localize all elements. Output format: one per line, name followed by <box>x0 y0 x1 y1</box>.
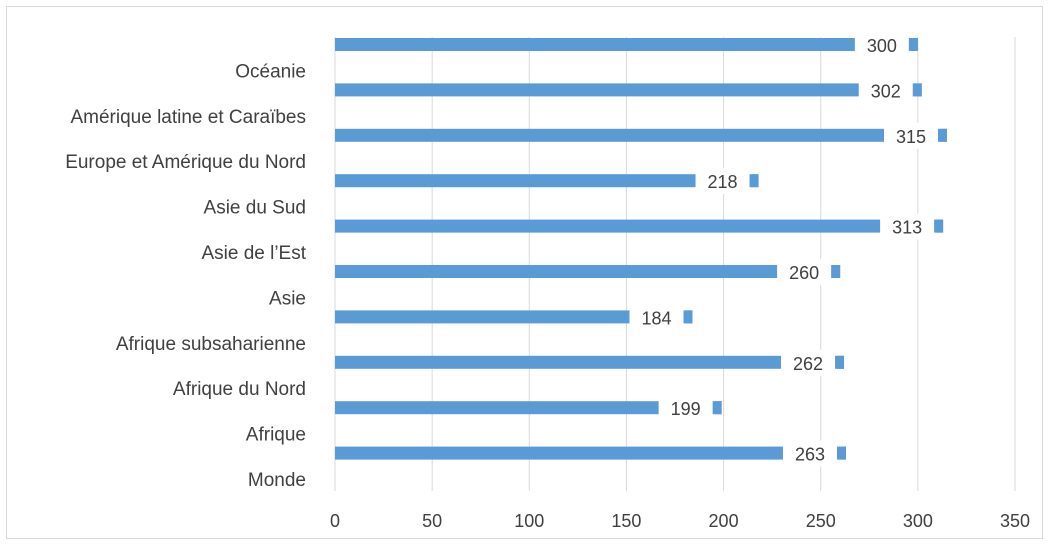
bar-end-marker <box>751 174 759 188</box>
x-tick-label: 100 <box>514 511 544 531</box>
category-label: Afrique subsaharienne <box>116 334 306 355</box>
bar-end-marker <box>685 310 693 324</box>
bar-end-marker <box>833 265 841 278</box>
chart-frame: 263 199 262 184 260 313 218 315 302 300 Monde Afri… <box>6 6 1043 539</box>
bar <box>335 401 722 415</box>
x-tick-label: 150 <box>611 511 641 531</box>
data-label: 315 <box>896 127 926 147</box>
bar <box>335 128 947 142</box>
data-label: 300 <box>867 36 897 56</box>
bars <box>335 38 947 460</box>
data-label-box <box>658 395 713 422</box>
value-axis: 0 50 100 150 200 250 300 350 <box>330 511 1030 531</box>
data-label: 260 <box>789 263 819 283</box>
bar <box>335 310 693 324</box>
bar-end-marker <box>936 219 944 233</box>
x-tick-label: 350 <box>1000 511 1030 531</box>
bar-end-marker <box>714 401 722 415</box>
data-label-box <box>884 122 938 149</box>
bar-chart: 263 199 262 184 260 313 218 315 302 300 Monde Afri… <box>65 32 1030 531</box>
bar-end-marker <box>940 128 947 142</box>
data-label: 184 <box>641 308 671 328</box>
bar <box>335 38 918 51</box>
category-label: Amérique latine et Caraïbes <box>70 107 306 128</box>
bar <box>335 174 759 188</box>
x-tick-label: 300 <box>903 511 933 531</box>
bar-end-marker <box>910 38 918 51</box>
bar-end-marker <box>837 355 845 369</box>
data-label-box <box>782 440 837 467</box>
category-label: Europe et Amérique du Nord <box>65 152 306 173</box>
bar-end-marker <box>838 446 846 460</box>
category-axis: Monde Afrique Afrique du Nord Afrique subsa… <box>65 61 307 491</box>
data-labels: 263 199 262 184 260 313 218 315 302 300 <box>629 32 938 467</box>
bar <box>335 446 846 460</box>
x-tick-label: 250 <box>806 511 836 531</box>
x-tick-label: 200 <box>709 511 739 531</box>
bar-end-marker <box>914 83 922 97</box>
data-label: 313 <box>892 218 922 238</box>
x-tick-label: 50 <box>422 511 442 531</box>
data-label: 199 <box>671 399 701 419</box>
data-label-box <box>695 168 750 195</box>
category-label: Asie de l’Est <box>201 243 306 264</box>
category-label: Océanie <box>235 61 306 82</box>
data-label: 218 <box>708 172 738 192</box>
bar <box>335 219 944 233</box>
bar <box>335 265 841 278</box>
data-label-box <box>777 259 832 285</box>
bar <box>335 83 922 97</box>
data-label-box <box>880 213 935 240</box>
x-tick-label: 0 <box>330 511 340 531</box>
category-label: Monde <box>248 470 306 491</box>
bar <box>335 355 845 369</box>
data-label: 263 <box>795 445 825 465</box>
data-label: 262 <box>793 354 823 374</box>
data-label-box <box>858 77 913 104</box>
category-label: Asie du Sud <box>204 198 306 219</box>
gridlines <box>334 37 1016 491</box>
data-label: 302 <box>871 81 901 101</box>
data-label-box <box>629 304 684 331</box>
data-label-box <box>854 32 909 58</box>
category-label: Afrique <box>246 425 306 446</box>
category-label: Afrique du Nord <box>173 379 306 400</box>
data-label-box <box>781 349 836 376</box>
category-label: Asie <box>269 288 306 309</box>
